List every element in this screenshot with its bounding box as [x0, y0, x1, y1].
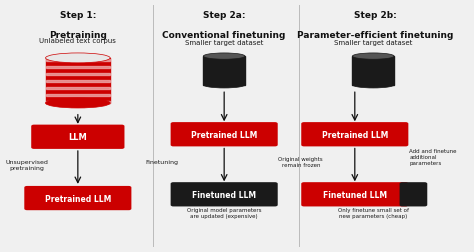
Text: Original model parameters
are updated (expensive): Original model parameters are updated (e… — [187, 207, 262, 218]
Ellipse shape — [203, 54, 245, 60]
Text: Smaller target dataset: Smaller target dataset — [334, 40, 412, 46]
FancyBboxPatch shape — [171, 123, 278, 147]
Bar — [46, 60, 110, 62]
Bar — [46, 67, 110, 69]
FancyBboxPatch shape — [171, 182, 278, 207]
Text: Pretrained LLM: Pretrained LLM — [45, 194, 111, 203]
Text: Unlabeled text corpus: Unlabeled text corpus — [39, 38, 116, 44]
Text: Finetuned LLM: Finetuned LLM — [323, 190, 387, 199]
Text: Pretrained LLM: Pretrained LLM — [322, 130, 388, 139]
Bar — [46, 59, 110, 104]
Bar — [46, 95, 110, 97]
Text: Step 2b:: Step 2b: — [354, 11, 397, 20]
Text: Step 1:: Step 1: — [60, 11, 96, 20]
Text: Conventional finetuning: Conventional finetuning — [163, 31, 286, 40]
Text: Only finetune small set of
new parameters (cheap): Only finetune small set of new parameter… — [338, 207, 409, 218]
Bar — [203, 57, 245, 85]
Ellipse shape — [353, 82, 394, 89]
Text: Pretraining: Pretraining — [49, 31, 107, 40]
Text: Finetuned LLM: Finetuned LLM — [192, 190, 256, 199]
Text: LLM: LLM — [68, 133, 87, 142]
Text: Add and finetune
additional
parameters: Add and finetune additional parameters — [409, 149, 457, 165]
FancyBboxPatch shape — [24, 186, 131, 210]
Ellipse shape — [203, 82, 245, 89]
Ellipse shape — [46, 54, 110, 64]
Bar — [46, 81, 110, 83]
Ellipse shape — [353, 54, 394, 60]
Bar — [46, 88, 110, 90]
Text: Pretrained LLM: Pretrained LLM — [191, 130, 257, 139]
Text: Step 2a:: Step 2a: — [203, 11, 246, 20]
Text: Parameter-efficient finetuning: Parameter-efficient finetuning — [297, 31, 454, 40]
Text: Original weights
remain frozen: Original weights remain frozen — [279, 157, 323, 168]
Text: Smaller target dataset: Smaller target dataset — [185, 40, 264, 46]
FancyBboxPatch shape — [301, 123, 408, 147]
Text: Finetuning: Finetuning — [146, 160, 179, 165]
Text: Unsupervised
pretraining: Unsupervised pretraining — [6, 159, 48, 170]
Bar — [46, 74, 110, 76]
FancyBboxPatch shape — [31, 125, 125, 149]
Bar — [46, 102, 110, 104]
Bar — [353, 57, 394, 85]
Ellipse shape — [46, 99, 110, 109]
FancyBboxPatch shape — [301, 182, 408, 207]
FancyBboxPatch shape — [400, 182, 427, 207]
